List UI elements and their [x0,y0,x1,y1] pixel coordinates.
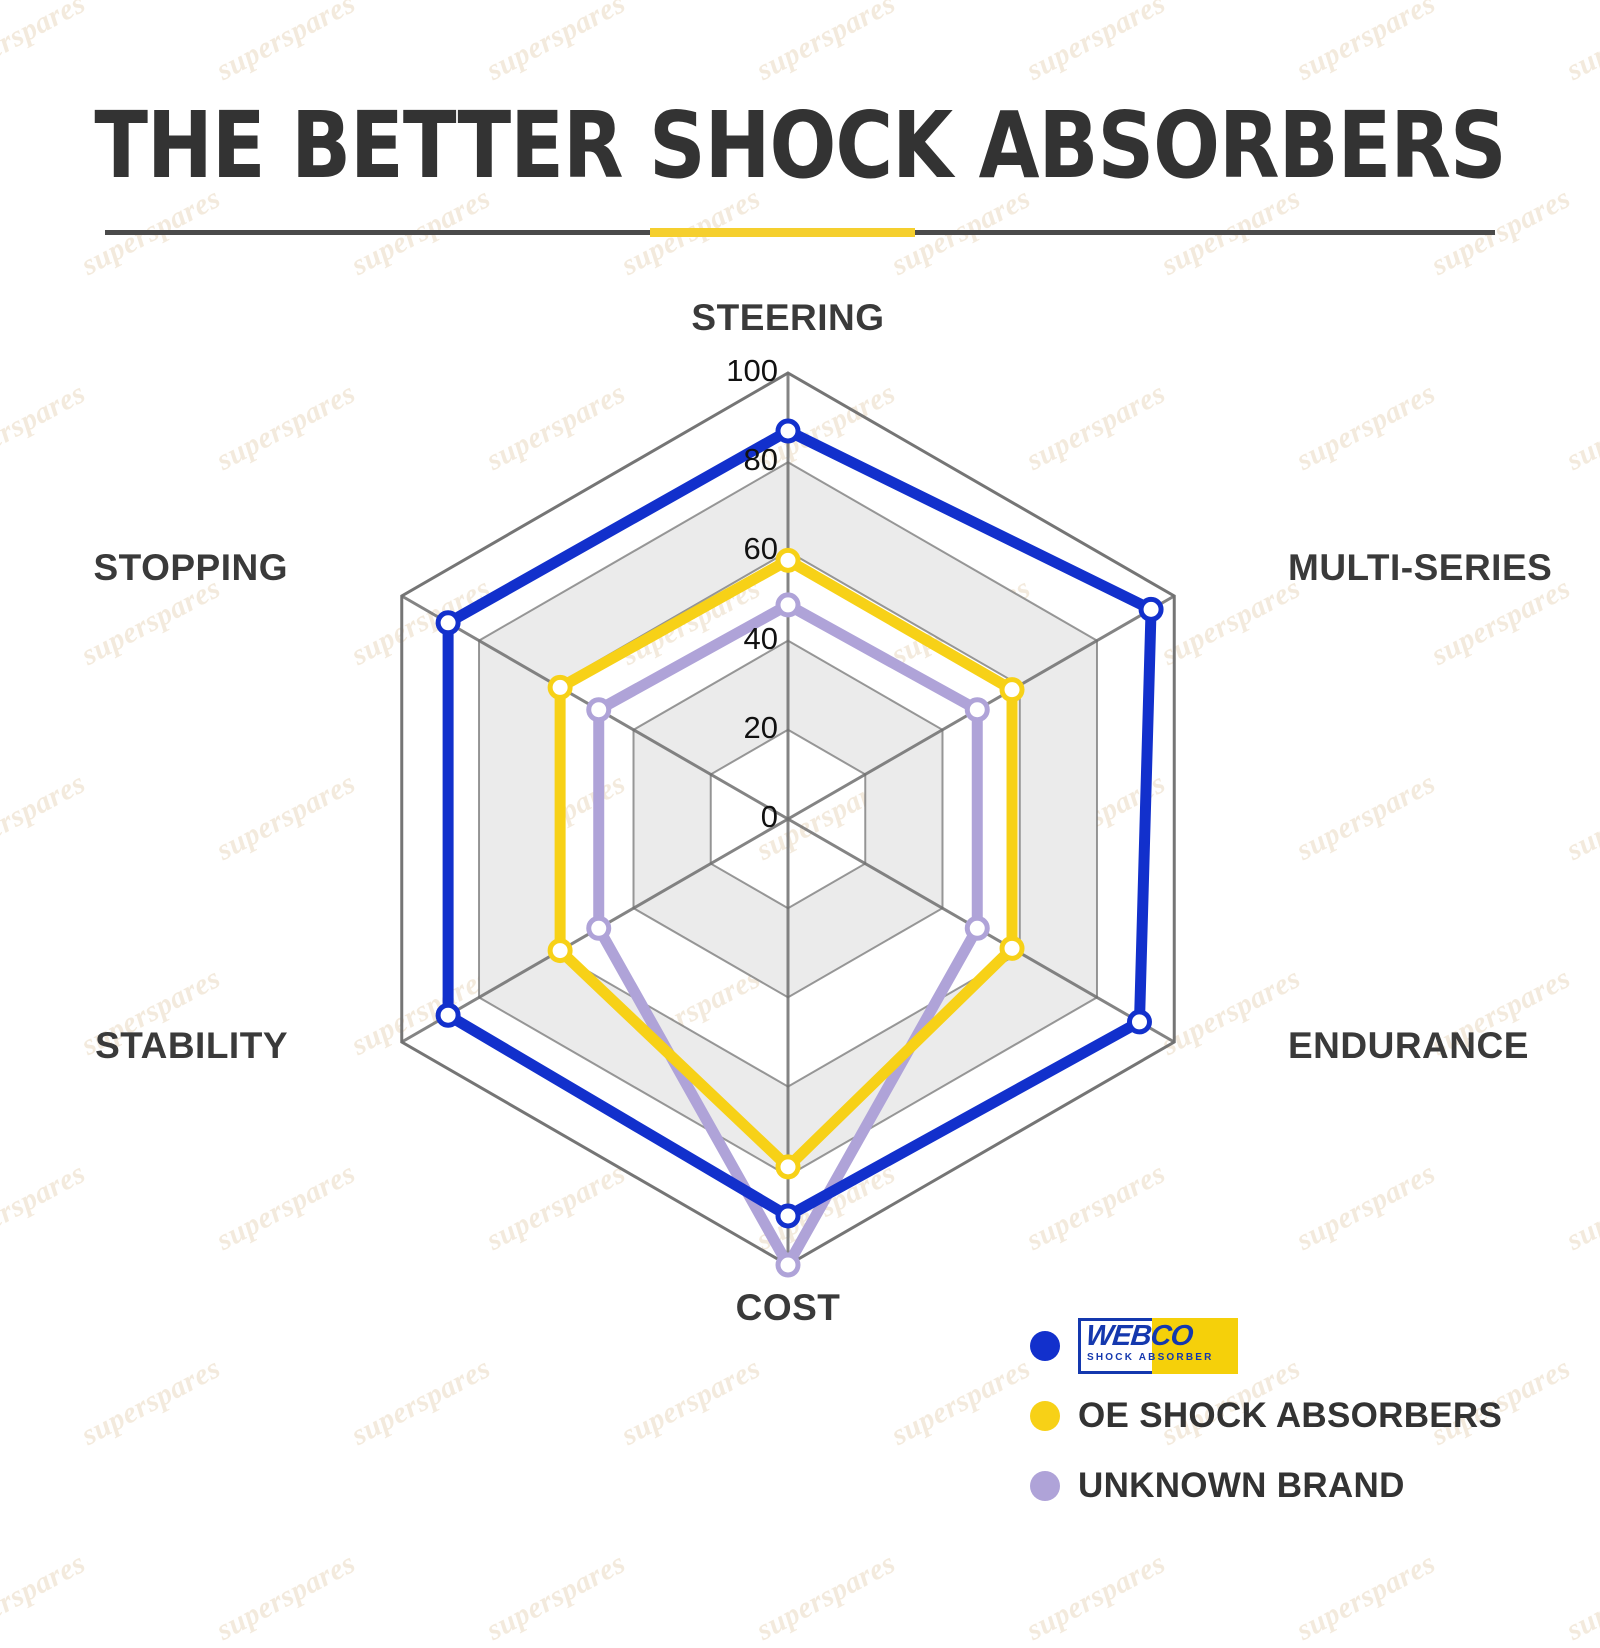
radar-point-marker [1138,596,1164,622]
radar-chart: STEERING MULTI-SERIES ENDURANCE COST STABILI… [93,297,1553,1328]
radar-point-marker [586,915,612,941]
tick-label-40: 40 [743,620,778,656]
legend-item-unknown[interactable]: UNKNOWN BRAND [1030,1455,1502,1517]
radar-point-marker [775,547,801,573]
legend-color-swatch-webco [1030,1331,1060,1361]
tick-label-20: 20 [743,709,778,745]
radar-point-marker [435,610,461,636]
legend-label-unknown: UNKNOWN BRAND [1078,1466,1405,1505]
page-title: THE BETTER SHOCK ABSORBERS [94,92,1506,199]
legend-item-webco[interactable]: WEBCO SHOCK ABSORBER [1030,1315,1502,1377]
chart-legend: WEBCO SHOCK ABSORBER OE SHOCK ABSORBERS UNK… [1030,1315,1502,1525]
tick-label-60: 60 [743,531,778,567]
radar-point-marker [547,674,573,700]
radar-point-marker [1126,1009,1152,1035]
axis-label-endurance: ENDURANCE [1288,1025,1529,1066]
title-divider-accent [650,228,915,237]
title-block: THE BETTER SHOCK ABSORBERS [0,100,1600,192]
radar-band-0 [633,640,943,998]
radar-point-marker [435,1002,461,1028]
tick-label-0: 0 [760,799,778,834]
legend-item-oe[interactable]: OE SHOCK ABSORBERS [1030,1385,1502,1447]
legend-color-swatch-unknown [1030,1471,1060,1501]
radar-point-marker [775,1252,801,1278]
tick-label-100: 100 [726,353,778,388]
webco-logo: WEBCO SHOCK ABSORBER [1078,1318,1238,1374]
tick-label-80: 80 [743,442,778,478]
radar-point-marker [775,1154,801,1180]
webco-logo-tagline: SHOCK ABSORBER [1087,1352,1214,1363]
radar-point-marker [999,677,1025,703]
radar-point-marker [547,938,573,964]
axis-label-cost: COST [735,1287,841,1328]
radar-chart-svg [400,371,1176,1278]
radar-point-marker [964,697,990,723]
axis-label-stability: STABILITY [95,1025,288,1066]
webco-logo-right-panel [1152,1318,1238,1374]
radar-point-marker [586,697,612,723]
axis-label-steering: STEERING [691,297,885,338]
axis-label-stopping: STOPPING [93,547,288,588]
radar-point-marker [775,592,801,618]
axis-label-multi-series: MULTI-SERIES [1288,547,1553,588]
radar-point-marker [999,935,1025,961]
radar-point-marker [964,915,990,941]
radar-point-marker [775,1203,801,1229]
legend-label-oe: OE SHOCK ABSORBERS [1078,1396,1503,1435]
legend-color-swatch-oe [1030,1401,1060,1431]
webco-logo-left-panel [1078,1318,1156,1374]
webco-logo-wordmark: WEBCO [1084,1320,1194,1352]
radar-point-marker [775,418,801,444]
